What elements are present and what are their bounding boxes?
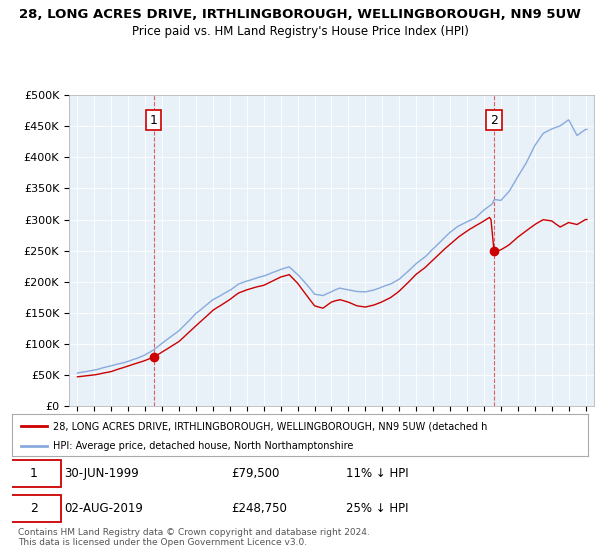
Text: Price paid vs. HM Land Registry's House Price Index (HPI): Price paid vs. HM Land Registry's House … xyxy=(131,25,469,38)
Text: 30-JUN-1999: 30-JUN-1999 xyxy=(64,467,139,480)
Text: 11% ↓ HPI: 11% ↓ HPI xyxy=(346,467,409,480)
FancyBboxPatch shape xyxy=(6,460,61,487)
Text: 2: 2 xyxy=(29,502,38,515)
Text: 28, LONG ACRES DRIVE, IRTHLINGBOROUGH, WELLINGBOROUGH, NN9 5UW (detached h: 28, LONG ACRES DRIVE, IRTHLINGBOROUGH, W… xyxy=(53,421,488,431)
Text: Contains HM Land Registry data © Crown copyright and database right 2024.
This d: Contains HM Land Registry data © Crown c… xyxy=(18,528,370,548)
Text: 02-AUG-2019: 02-AUG-2019 xyxy=(64,502,143,515)
Text: 1: 1 xyxy=(29,467,38,480)
Text: 1: 1 xyxy=(150,114,158,127)
Text: 25% ↓ HPI: 25% ↓ HPI xyxy=(346,502,409,515)
Text: 2: 2 xyxy=(490,114,498,127)
FancyBboxPatch shape xyxy=(6,495,61,522)
Text: 28, LONG ACRES DRIVE, IRTHLINGBOROUGH, WELLINGBOROUGH, NN9 5UW: 28, LONG ACRES DRIVE, IRTHLINGBOROUGH, W… xyxy=(19,8,581,21)
Text: £248,750: £248,750 xyxy=(231,502,287,515)
Text: HPI: Average price, detached house, North Northamptonshire: HPI: Average price, detached house, Nort… xyxy=(53,441,354,451)
Text: £79,500: £79,500 xyxy=(231,467,279,480)
